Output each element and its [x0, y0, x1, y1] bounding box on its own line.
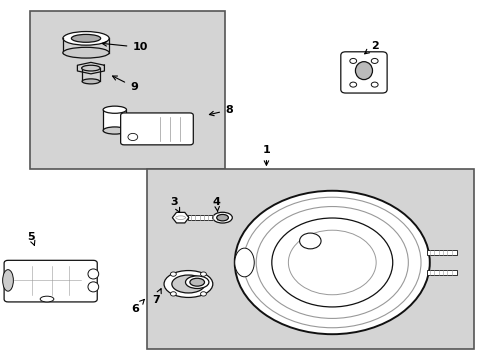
- Ellipse shape: [71, 35, 101, 42]
- Bar: [188, 215, 217, 220]
- Text: 1: 1: [262, 145, 270, 165]
- Ellipse shape: [2, 270, 13, 291]
- Ellipse shape: [81, 65, 100, 71]
- Text: 5: 5: [27, 232, 35, 246]
- Text: 7: 7: [152, 289, 161, 305]
- Ellipse shape: [103, 106, 126, 113]
- Ellipse shape: [63, 47, 109, 58]
- Ellipse shape: [171, 275, 204, 293]
- Circle shape: [299, 233, 321, 249]
- Text: 2: 2: [364, 41, 378, 54]
- Bar: [30, 12, 224, 169]
- Bar: [103, 110, 126, 131]
- Circle shape: [170, 292, 176, 296]
- Ellipse shape: [234, 248, 254, 277]
- Text: 10: 10: [102, 42, 147, 52]
- Ellipse shape: [216, 215, 228, 221]
- Circle shape: [349, 82, 356, 87]
- Text: 6: 6: [131, 300, 144, 314]
- Circle shape: [349, 58, 356, 63]
- Ellipse shape: [82, 79, 100, 84]
- FancyBboxPatch shape: [4, 260, 97, 302]
- Ellipse shape: [185, 276, 208, 288]
- Circle shape: [128, 134, 138, 140]
- Circle shape: [370, 82, 377, 87]
- Ellipse shape: [189, 278, 204, 286]
- Ellipse shape: [88, 269, 99, 279]
- Ellipse shape: [40, 296, 54, 302]
- Ellipse shape: [355, 62, 372, 80]
- Bar: [427, 250, 456, 255]
- Ellipse shape: [163, 271, 212, 297]
- Text: 4: 4: [212, 197, 220, 212]
- FancyBboxPatch shape: [340, 52, 386, 93]
- Bar: [427, 270, 456, 275]
- Ellipse shape: [103, 127, 126, 134]
- Text: 9: 9: [112, 76, 138, 92]
- Ellipse shape: [63, 32, 109, 45]
- Text: 3: 3: [170, 197, 179, 212]
- Circle shape: [234, 191, 429, 334]
- Text: 8: 8: [209, 105, 232, 116]
- Ellipse shape: [88, 282, 99, 292]
- FancyBboxPatch shape: [121, 113, 193, 145]
- Circle shape: [200, 272, 206, 276]
- Circle shape: [370, 58, 377, 63]
- Circle shape: [200, 292, 206, 296]
- Bar: [147, 169, 473, 348]
- Ellipse shape: [212, 212, 232, 223]
- Circle shape: [170, 272, 176, 276]
